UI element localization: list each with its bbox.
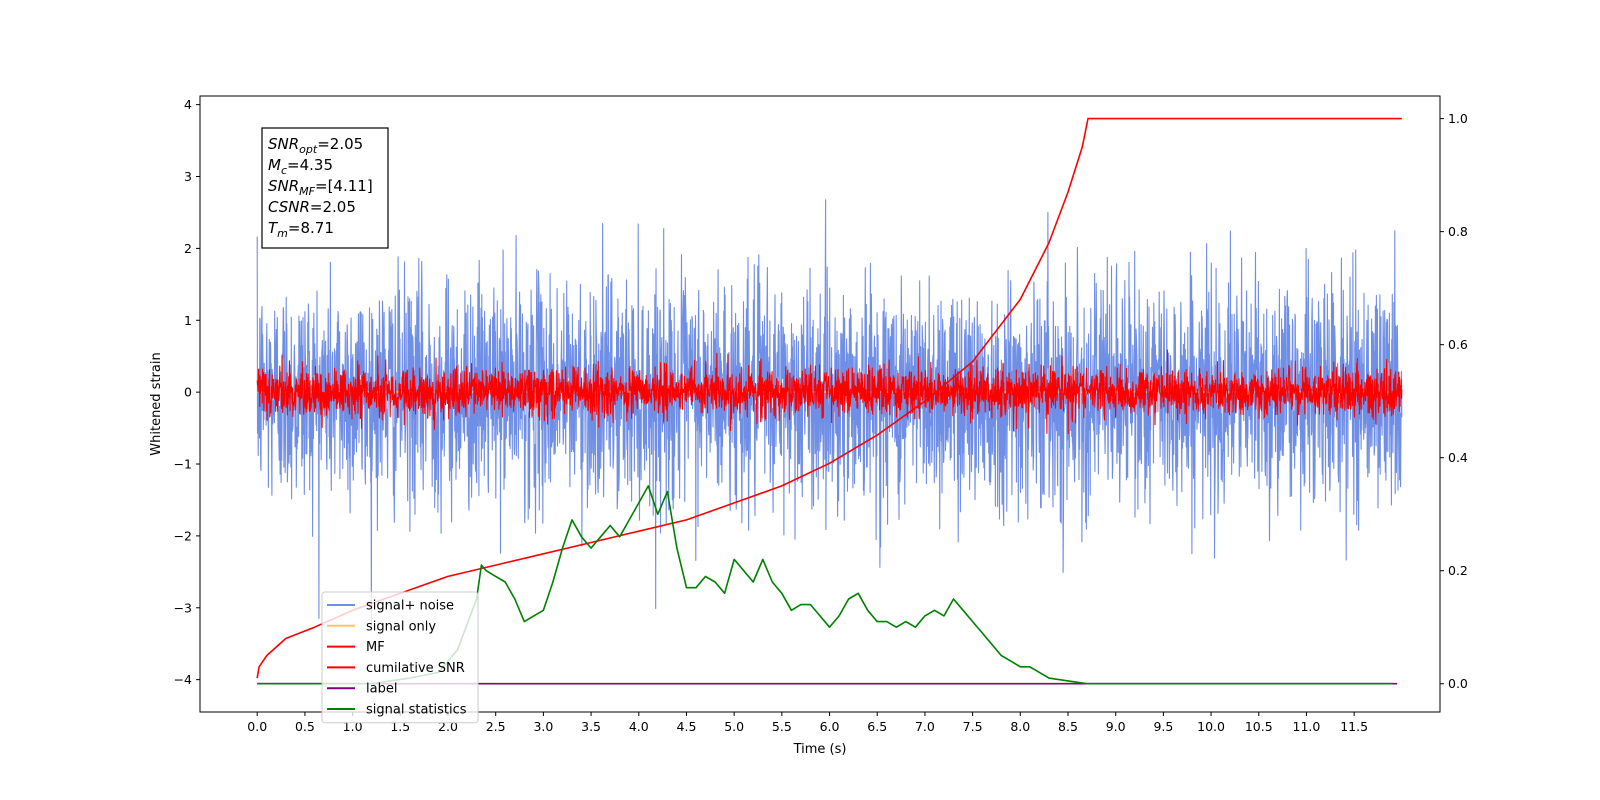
series-line xyxy=(256,117,1402,679)
x-tick-label: 6.5 xyxy=(867,719,887,734)
series-line xyxy=(257,485,1393,685)
legend-label: signal only xyxy=(366,619,436,634)
legend-label: signal statistics xyxy=(366,703,467,718)
x-tick-label: 3.5 xyxy=(581,719,601,734)
y-axis-label: Whitened strain xyxy=(149,352,164,455)
legend-box xyxy=(321,591,479,724)
y-tick-label: 3 xyxy=(184,169,192,184)
y-tick-label: 1 xyxy=(184,313,192,328)
y-axis-left: 4 3 2 1 0 −1 −2 −3 −4 xyxy=(174,97,200,687)
x-tick-label: 10.5 xyxy=(1245,719,1273,734)
annotation-line: SNRMF=[4.11] xyxy=(268,177,373,198)
annotation-line: CSNR=2.05 xyxy=(268,198,356,216)
x-tick-label: 6.0 xyxy=(820,719,840,734)
y-tick-label: −3 xyxy=(174,600,192,615)
series-layer xyxy=(256,117,1403,685)
x-tick-label: 10.0 xyxy=(1197,719,1225,734)
y-tick-label: 2 xyxy=(184,241,192,256)
x-tick-label: 7.0 xyxy=(915,719,935,734)
y-tick-label: 0 xyxy=(184,385,192,400)
annotation-box xyxy=(261,127,389,249)
x-tick-label: 3.0 xyxy=(533,719,553,734)
legend-label: cumilative SNR xyxy=(366,661,465,676)
x-tick-label: 9.5 xyxy=(1153,719,1173,734)
annotation-line: Mc=4.35 xyxy=(268,156,333,177)
y2-tick-label: 0.4 xyxy=(1448,450,1468,465)
y-tick-label: −4 xyxy=(174,672,192,687)
x-tick-label: 8.5 xyxy=(1058,719,1078,734)
y-tick-label: −1 xyxy=(174,457,192,472)
x-tick-label: 4.0 xyxy=(629,719,649,734)
x-tick-label: 0.5 xyxy=(295,719,315,734)
x-tick-label: 4.5 xyxy=(677,719,697,734)
annotation-line: Tm=8.71 xyxy=(268,219,334,240)
legend: signal+ noise signal only MF cumilative SNR… xyxy=(321,591,479,724)
y2-tick-label: 0.2 xyxy=(1448,563,1468,578)
x-axis-label: Time (s) xyxy=(793,742,847,757)
y2-tick-label: 0.0 xyxy=(1448,676,1468,691)
y2-tick-label: 0.8 xyxy=(1448,224,1468,239)
x-tick-label: 5.0 xyxy=(724,719,744,734)
legend-label: MF xyxy=(366,640,385,655)
y2-tick-label: 0.6 xyxy=(1448,337,1468,352)
legend-label: label xyxy=(366,682,397,697)
x-tick-label: 8.0 xyxy=(1010,719,1030,734)
y-axis-right: 1.0 0.8 0.6 0.4 0.2 0.0 xyxy=(1440,111,1468,691)
x-tick-label: 2.5 xyxy=(486,719,506,734)
legend-label: signal+ noise xyxy=(366,599,454,614)
series-line xyxy=(256,349,1403,435)
x-tick-label: 11.0 xyxy=(1293,719,1321,734)
x-tick-label: 7.5 xyxy=(963,719,983,734)
y-tick-label: 4 xyxy=(184,97,192,112)
x-tick-label: 0.0 xyxy=(247,719,267,734)
annotation-line: SNRopt=2.05 xyxy=(268,135,363,156)
x-tick-label: 5.5 xyxy=(772,719,792,734)
x-tick-label: 11.5 xyxy=(1340,719,1368,734)
y2-tick-label: 1.0 xyxy=(1448,111,1468,126)
y-tick-label: −2 xyxy=(174,528,192,543)
x-tick-label: 9.0 xyxy=(1106,719,1126,734)
plot-frame xyxy=(199,95,1441,713)
